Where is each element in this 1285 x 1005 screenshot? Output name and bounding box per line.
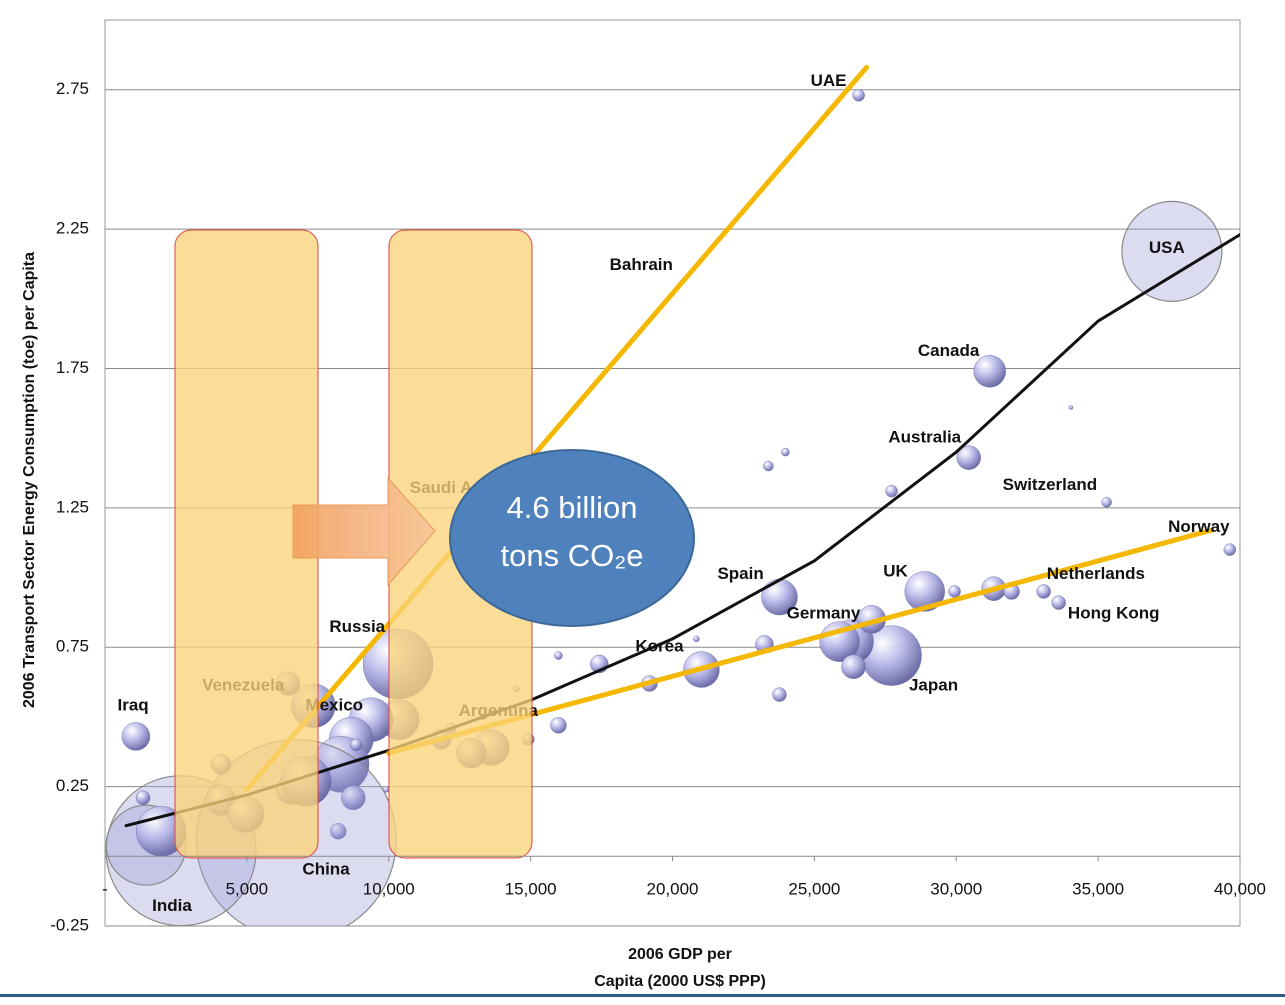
arrow — [292, 476, 436, 587]
x-tick-label: 35,000 — [1072, 879, 1124, 898]
country-label: Spain — [717, 564, 763, 583]
x-tick-label: 30,000 — [930, 879, 982, 898]
country-label: USA — [1149, 238, 1185, 257]
country-label: Bahrain — [610, 255, 673, 274]
country-label: Korea — [635, 637, 684, 656]
callout-text: 4.6 billion — [507, 490, 638, 525]
country-label: Netherlands — [1047, 564, 1145, 583]
country-label: Russia — [329, 617, 385, 636]
axes: -0.25 0.25 0.75 1.25 1.75 2.25 2.75 - 5,000 10,00… — [50, 79, 1266, 934]
bubble — [1223, 543, 1237, 556]
country-label: Norway — [1168, 517, 1230, 536]
country-label: UAE — [811, 71, 847, 90]
x-axis-title: Capita (2000 US$ PPP) — [594, 973, 766, 990]
y-tick-label: 1.75 — [56, 358, 89, 377]
bubble — [135, 790, 151, 806]
x-tick-label: 25,000 — [788, 879, 840, 898]
y-tick-label: 0.25 — [56, 776, 89, 795]
y-tick-label: 1.25 — [56, 497, 89, 516]
bubble — [1068, 405, 1074, 410]
y-axis-title: 2006 Transport Sector Energy Consumption… — [21, 252, 38, 708]
bubble — [763, 460, 774, 472]
bubble — [349, 738, 363, 752]
bubble — [885, 484, 898, 498]
bubble — [904, 571, 946, 612]
country-label: Iraq — [117, 695, 148, 714]
bubble — [382, 786, 390, 793]
country-label: Japan — [909, 676, 958, 695]
bubble — [973, 354, 1006, 388]
bubble — [341, 785, 366, 811]
x-axis-title: 2006 GDP per — [628, 946, 732, 963]
country-label: Germany — [787, 603, 861, 622]
country-label: Canada — [918, 341, 980, 360]
bubble — [329, 822, 347, 840]
country-label: India — [152, 896, 192, 915]
callout-text: tons CO₂e — [501, 538, 644, 573]
bubble — [852, 89, 865, 102]
x-tick-label: 20,000 — [647, 879, 699, 898]
country-label: Australia — [888, 428, 961, 447]
y-tick-label: -0.25 — [50, 915, 89, 934]
bubble — [772, 687, 787, 702]
x-tick-label: 5,000 — [226, 879, 269, 898]
bubble — [693, 635, 700, 643]
bubble — [948, 585, 961, 598]
trend-line — [244, 64, 870, 792]
country-label: UK — [883, 561, 908, 580]
bubble — [1121, 200, 1223, 302]
bubble — [550, 717, 567, 734]
country-label: Switzerland — [1003, 475, 1097, 494]
bottom-rule — [0, 994, 1285, 997]
bubble — [1101, 497, 1112, 508]
bubble — [121, 722, 151, 751]
bubble — [956, 445, 981, 470]
bubble — [781, 447, 790, 457]
y-tick-label: 2.75 — [56, 79, 89, 98]
bubble — [1036, 584, 1051, 599]
y-tick-label: 2.25 — [56, 219, 89, 238]
x-tick-label: 40,000 — [1214, 879, 1266, 898]
bubble — [1051, 595, 1066, 610]
country-label: Hong Kong — [1068, 603, 1160, 622]
x-tick-label: 10,000 — [363, 879, 415, 898]
country-label: China — [302, 860, 350, 879]
bubble — [554, 651, 563, 660]
y-tick-label: 0.75 — [56, 637, 89, 656]
country-label: Mexico — [305, 695, 363, 714]
bubble — [841, 654, 866, 679]
callout-ellipse — [449, 449, 695, 627]
x-tick-label: 15,000 — [505, 879, 557, 898]
x-tick-label: - — [102, 879, 108, 898]
